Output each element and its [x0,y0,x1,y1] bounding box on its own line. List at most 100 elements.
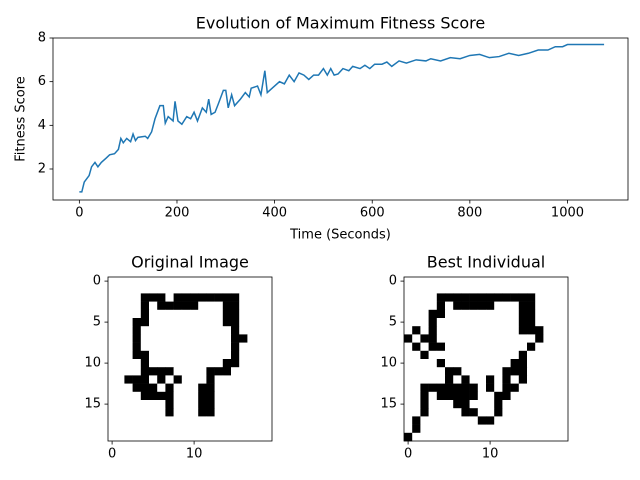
pixel [198,400,207,409]
x-axis-label: Time (Seconds) [289,228,391,243]
pixel [181,285,191,294]
pixel [173,309,183,319]
y-axis-label: Fitness Score [14,76,29,162]
pixel [214,400,224,409]
pixel [124,318,133,327]
pixel [255,350,265,360]
pixel [247,375,256,384]
pixel [436,350,446,360]
pixel [181,391,191,401]
pixel [173,424,183,434]
pixel [231,375,240,384]
pixel [231,359,240,368]
pixel [518,293,528,302]
pixel [231,342,240,352]
pixel [518,400,528,409]
pixel [263,375,273,384]
pixel [551,383,561,393]
pixel [461,301,470,311]
pixel [140,359,150,368]
pixel [436,326,446,335]
pixel [255,359,265,368]
pixel [181,309,191,319]
pixel [559,391,569,401]
pixel [165,432,174,442]
pixel [132,334,142,343]
pixel [486,277,495,286]
pixel [486,285,495,294]
pixel [206,309,215,319]
pixel [255,318,265,327]
pixel [198,318,207,327]
pixel [239,350,248,360]
y-tick-label: 6 [38,74,46,89]
pixel [206,391,215,401]
pixel [518,318,528,327]
pixel [404,400,413,409]
pixel [149,367,158,376]
pixel [157,285,166,294]
pixel [190,342,199,352]
pixel [412,285,421,294]
pixel [214,416,224,425]
pixel [543,293,552,302]
pixel [494,301,503,311]
pixel [173,416,183,425]
pixel [551,408,561,417]
pixel [535,309,544,319]
pixel [239,326,248,335]
pixel [263,400,273,409]
pixel [527,285,536,294]
pixel [140,416,150,425]
pixel [149,432,158,442]
pixel [140,318,150,327]
pixel [445,359,454,368]
pixel [255,334,265,343]
pixel [453,309,462,319]
pixel [165,318,174,327]
pixel [436,309,446,319]
pixel [469,375,479,384]
pixel [165,301,174,311]
pixel [247,293,256,302]
pixel [420,318,429,327]
pixel [222,301,232,311]
pixel [486,350,495,360]
pixel [412,424,421,434]
pixel [247,383,256,393]
pixel [181,424,191,434]
pixel [551,301,561,311]
y-tick-label: 10 [380,356,397,371]
pixel [420,375,429,384]
pixel [494,326,503,335]
pixel [124,350,133,360]
pixel [247,367,256,376]
pixel [445,309,454,319]
pixel [132,408,142,417]
pixel [222,359,232,368]
pixel [124,293,133,302]
pixel [231,416,240,425]
pixel [173,318,183,327]
pixel [445,285,454,294]
pixel [445,383,454,393]
pixel [477,416,487,425]
pixel [255,326,265,335]
pixel [518,309,528,319]
pixel [173,285,183,294]
pixel [173,391,183,401]
pixel [239,318,248,327]
pixel [518,359,528,368]
pixel [157,350,166,360]
pixel [124,416,133,425]
pixel [461,408,470,417]
pixel [214,391,224,401]
pixel [486,309,495,319]
pixel [551,334,561,343]
pixel [263,367,273,376]
pixel [124,424,133,434]
pixel [140,383,150,393]
pixel [494,416,503,425]
pixel [190,391,199,401]
pixel [239,359,248,368]
